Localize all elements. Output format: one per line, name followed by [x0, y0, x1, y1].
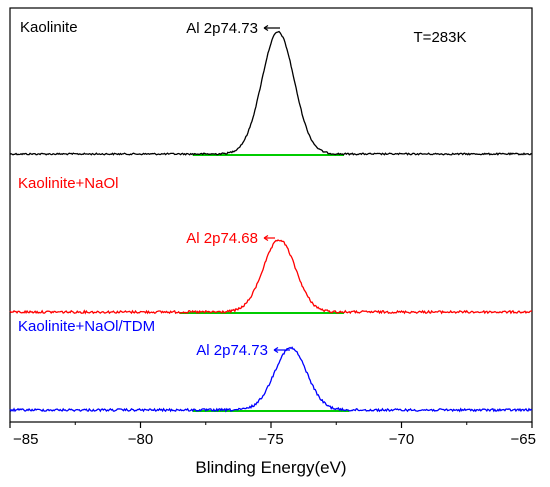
series-name-label: Kaolinite — [20, 19, 78, 36]
x-axis-ticks: −85 −80 −75 −70 −65 — [9, 422, 536, 448]
peak-arrow — [263, 234, 275, 242]
spectrum-line — [9, 346, 533, 413]
peak-label: Al 2p74.73 — [196, 342, 268, 359]
peak-arrow — [263, 24, 280, 32]
series-kaolinite-naol — [9, 239, 533, 315]
spectrum-line — [9, 239, 533, 315]
peak-label: Al 2p74.68 — [186, 230, 258, 247]
x-tick-label: −70 — [389, 431, 414, 448]
spectrum-line — [9, 30, 533, 156]
series-name-label: Kaolinite+NaOl — [18, 175, 118, 192]
x-axis-title: Blinding Energy(eV) — [195, 458, 346, 477]
x-tick-label: −80 — [128, 431, 153, 448]
peak-arrow — [273, 346, 290, 354]
x-tick-label: −65 — [511, 431, 536, 448]
series-name-label: Kaolinite+NaOl/TDM — [18, 318, 155, 335]
peak-label: Al 2p74.73 — [186, 20, 258, 37]
temperature-annotation: T=283K — [414, 29, 467, 46]
plot-frame — [9, 7, 533, 423]
series-kaolinite-naol-tdm — [9, 346, 533, 413]
series-kaolinite — [9, 30, 533, 156]
labels-layer: Kaolinite Al 2p74.73 Kaolinite+NaOl Al 2p74… — [18, 19, 290, 359]
x-tick-label: −85 — [13, 431, 38, 448]
x-tick-label: −75 — [258, 431, 283, 448]
series-layer — [9, 30, 533, 413]
